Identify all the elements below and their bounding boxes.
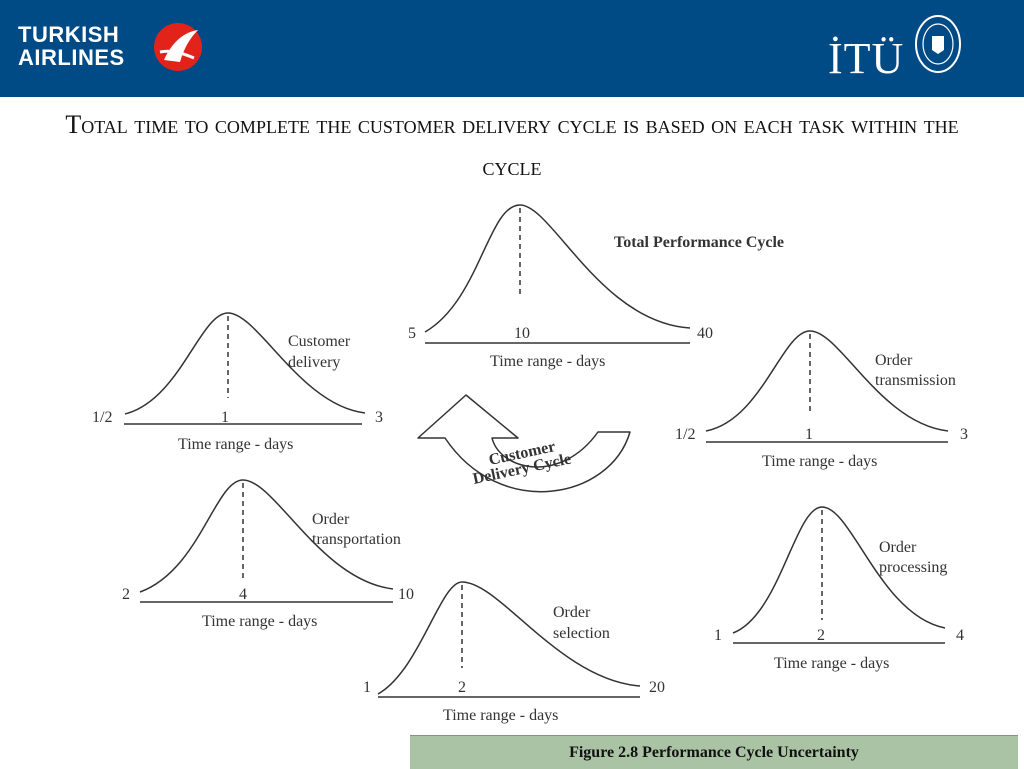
slide-title: Total time to complete the customer deli… <box>65 110 959 181</box>
cycle-total-max: 40 <box>697 325 713 342</box>
cycle-total-min: 5 <box>408 325 416 342</box>
turkish-airlines-logo: TURKISH AIRLINES <box>18 22 218 72</box>
cycle-order-processing-curve <box>732 506 946 634</box>
performance-cycle-diagram: 5 10 40 Time range - days Total Performa… <box>92 204 968 724</box>
cycle-total-curve <box>424 204 691 333</box>
turkish-airlines-emblem-icon <box>154 23 202 71</box>
cycle-order-transportation-curve <box>139 479 394 593</box>
cycle-customer-delivery-axis-label: Time range - days <box>178 436 293 453</box>
cycle-order-transportation-axis-label: Time range - days <box>202 613 317 630</box>
itu-wordmark: İTÜ <box>828 34 905 83</box>
cycle-order-transportation-label-1: Order <box>312 511 350 528</box>
cycle-order-processing-mode: 2 <box>817 627 825 644</box>
cycle-customer-delivery-label-2: delivery <box>288 354 340 371</box>
cycle-order-transmission-curve <box>705 330 949 432</box>
cycle-order-selection-label-1: Order <box>553 604 591 621</box>
cycle-order-selection-curve <box>377 581 641 695</box>
cycle-order-selection-max: 20 <box>649 679 665 696</box>
cycle-order-selection-axis-label: Time range - days <box>443 707 558 724</box>
cycle-total-axis-label: Time range - days <box>490 353 605 370</box>
cycle-order-processing-max: 4 <box>956 627 964 644</box>
cycle-order-transmission-max: 3 <box>960 426 968 443</box>
cycle-order-processing-min: 1 <box>714 627 722 644</box>
cycle-order-transportation-mode: 4 <box>239 586 247 603</box>
cycle-customer-delivery-label-1: Customer <box>288 333 351 350</box>
cycle-order-processing: 1 2 4 Time range - days Order processing <box>714 506 964 672</box>
cycle-customer-delivery-max: 3 <box>375 409 383 426</box>
cycle-customer-delivery-min: 1/2 <box>92 409 112 426</box>
figure-caption-bar: Figure 2.8 Performance Cycle Uncertainty <box>410 735 1018 769</box>
cycle-order-transportation-min: 2 <box>122 586 130 603</box>
cycle-order-transmission-min: 1/2 <box>675 426 695 443</box>
cycle-order-transportation-max: 10 <box>398 586 414 603</box>
cycle-order-transmission-label-1: Order <box>875 352 913 369</box>
cycle-order-transportation: 2 4 10 Time range - days Order transport… <box>122 479 414 630</box>
cycle-total: 5 10 40 Time range - days Total Performa… <box>408 204 784 370</box>
cycle-customer-delivery-curve <box>124 312 366 415</box>
cycle-order-selection-mode: 2 <box>458 679 466 696</box>
cycle-order-selection-min: 1 <box>363 679 371 696</box>
curved-arrow-icon <box>417 394 631 493</box>
itu-seal-icon <box>915 15 961 73</box>
cycle-order-processing-label-2: processing <box>879 559 947 576</box>
cycle-order-transmission-label-2: transmission <box>875 372 956 389</box>
cycle-order-transmission-mode: 1 <box>805 426 813 443</box>
brand-line-1: TURKISH <box>18 22 120 47</box>
figure-caption: Figure 2.8 Performance Cycle Uncertainty <box>569 744 859 761</box>
brand-line-2: AIRLINES <box>18 45 125 70</box>
cycle-order-processing-axis-label: Time range - days <box>774 655 889 672</box>
cycle-order-transmission: 1/2 1 3 Time range - days Order transmis… <box>675 330 968 470</box>
cycle-total-label: Total Performance Cycle <box>614 234 784 251</box>
cycle-order-transmission-axis-label: Time range - days <box>762 453 877 470</box>
customer-delivery-cycle-arrow: Customer Delivery Cycle <box>417 394 631 493</box>
cycle-total-mode: 10 <box>514 325 530 342</box>
cycle-order-selection: 1 2 20 Time range - days Order selection <box>363 581 665 724</box>
cycle-customer-delivery-mode: 1 <box>221 409 229 426</box>
cycle-customer-delivery: 1/2 1 3 Time range - days Customer deliv… <box>92 312 383 453</box>
header-bar: TURKISH AIRLINES İTÜ <box>0 0 1024 97</box>
itu-logo: İTÜ <box>828 14 968 88</box>
cycle-order-selection-label-2: selection <box>553 625 610 642</box>
cycle-order-processing-label-1: Order <box>879 539 917 556</box>
cycle-order-transportation-label-2: transportation <box>312 531 401 548</box>
